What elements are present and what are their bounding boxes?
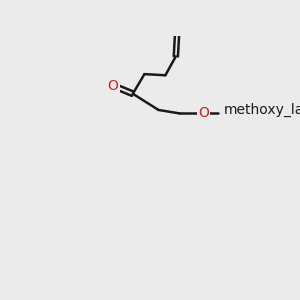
Text: O: O xyxy=(108,79,118,93)
Text: O: O xyxy=(198,106,209,120)
Text: methoxy_label: methoxy_label xyxy=(224,102,300,116)
